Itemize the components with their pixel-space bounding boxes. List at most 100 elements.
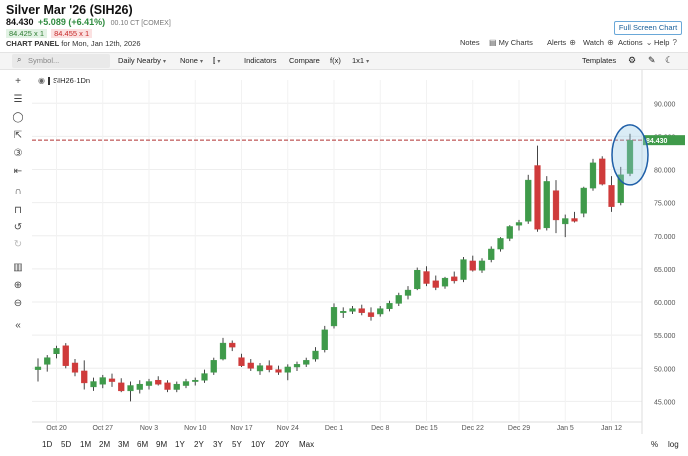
- quote-meta: 00.10 CT [COMEX]: [110, 20, 171, 27]
- candle-body: [53, 348, 60, 354]
- series-color-swatch: [47, 77, 50, 86]
- range-5y[interactable]: 5Y: [232, 440, 242, 449]
- trash-icon[interactable]: ▥: [13, 262, 23, 273]
- lock-icon[interactable]: ⊓: [14, 205, 22, 216]
- x-tick-label: Jan 12: [601, 425, 622, 432]
- candle-body: [386, 303, 393, 309]
- help-circle-icon: ?: [672, 38, 677, 47]
- drawing-pen-icon[interactable]: ✎: [648, 55, 656, 65]
- actions-menu[interactable]: Actions ⌄: [618, 38, 652, 47]
- chevron-down-icon: ▾: [199, 59, 203, 65]
- x-tick-label: Dec 8: [371, 425, 389, 432]
- alerts-link[interactable]: Alerts ⊕: [547, 38, 576, 47]
- range-3y[interactable]: 3Y: [213, 440, 223, 449]
- range-1y[interactable]: 1Y: [175, 440, 185, 449]
- notes-link[interactable]: Notes: [460, 38, 480, 47]
- y-tick-label: 60.000: [654, 300, 676, 307]
- candle-body: [451, 276, 458, 282]
- alerts-label: Alerts: [547, 38, 567, 47]
- candle-body: [293, 364, 301, 368]
- eye-icon[interactable]: ◉: [38, 76, 45, 85]
- overlay-dropdown[interactable]: None ▾: [180, 56, 203, 65]
- fibonacci-icon[interactable]: ③: [13, 148, 23, 159]
- range-20y[interactable]: 20Y: [275, 440, 290, 449]
- layout-dropdown[interactable]: 1x1 ▾: [352, 56, 369, 65]
- symbol-search-input[interactable]: ⌕ Symbol...: [12, 54, 110, 68]
- arrow-icon[interactable]: ⇱: [13, 130, 23, 141]
- zoom-out-icon[interactable]: ⊖: [13, 298, 23, 309]
- candle-body: [108, 378, 116, 382]
- range-max[interactable]: Max: [299, 440, 315, 449]
- layout-label: 1x1: [352, 56, 365, 65]
- redo-icon[interactable]: ↻: [13, 239, 23, 250]
- candle-body: [599, 158, 606, 185]
- panel-date: for Mon, Jan 12th, 2026: [61, 39, 141, 48]
- style-dropdown[interactable]: ⫿ ▾: [213, 56, 220, 66]
- y-tick-label: 50.000: [654, 366, 676, 373]
- range-10y[interactable]: 10Y: [251, 440, 266, 449]
- zoom-in-icon[interactable]: ⊕: [13, 280, 23, 291]
- range-3m[interactable]: 3M: [118, 440, 130, 449]
- function-button[interactable]: f(x): [330, 56, 341, 65]
- indicators-button[interactable]: Indicators: [244, 56, 277, 65]
- candle-body: [90, 381, 97, 388]
- candle-body: [534, 165, 541, 230]
- last-price: 84.430: [6, 17, 34, 27]
- log-toggle[interactable]: log: [668, 440, 679, 449]
- collapse-icon[interactable]: «: [15, 320, 21, 331]
- candle-body: [284, 366, 291, 373]
- undo-icon[interactable]: ↺: [13, 222, 23, 233]
- chevron-down-icon: ▾: [217, 59, 221, 65]
- my-charts-link[interactable]: ▤ My Charts: [488, 38, 533, 47]
- candle-body: [423, 271, 430, 284]
- instrument-title: Silver Mar '26 (SIH26): [6, 3, 133, 17]
- actions-label: Actions: [618, 38, 643, 47]
- x-tick-label: Dec 1: [325, 425, 343, 432]
- crosshair-icon[interactable]: +: [15, 76, 21, 87]
- range-1d[interactable]: 1D: [42, 440, 53, 449]
- range-9m[interactable]: 9M: [156, 440, 168, 449]
- range-2y[interactable]: 2Y: [194, 440, 204, 449]
- text-icon[interactable]: ☰: [13, 94, 23, 105]
- pitchfork-icon[interactable]: ⇤: [13, 166, 23, 177]
- candle-body: [81, 370, 88, 384]
- candle-body: [617, 174, 624, 203]
- range-5d[interactable]: 5D: [61, 440, 72, 449]
- candle-body: [432, 280, 439, 288]
- candle-body: [608, 185, 615, 207]
- range-6m[interactable]: 6M: [137, 440, 149, 449]
- magnet-icon[interactable]: ∩: [14, 186, 22, 197]
- help-link[interactable]: Help ?: [654, 38, 677, 47]
- y-tick-label: 80.000: [654, 168, 676, 175]
- gear-icon[interactable]: ⚙: [628, 55, 637, 65]
- x-tick-label: Nov 10: [184, 425, 206, 432]
- compare-button[interactable]: Compare: [289, 56, 320, 65]
- my-charts-label: My Charts: [498, 38, 533, 47]
- candle-body: [136, 383, 143, 390]
- candle-body: [34, 366, 42, 370]
- last-price-tag: [643, 135, 685, 146]
- candle-body: [321, 329, 328, 350]
- circle-icon[interactable]: ◯: [12, 112, 24, 123]
- legend-interval: 1Dn: [76, 76, 91, 85]
- candle-body: [571, 218, 578, 222]
- candle-body: [155, 379, 162, 385]
- theme-moon-icon[interactable]: ☾: [665, 55, 674, 65]
- price-summary: 84.430 +5.089 (+6.41%) 00.10 CT [COMEX]: [6, 17, 171, 27]
- candle-body: [580, 187, 587, 214]
- percent-toggle[interactable]: %: [651, 440, 659, 449]
- templates-button[interactable]: Templates: [582, 56, 617, 65]
- range-1m[interactable]: 1M: [80, 440, 92, 449]
- panel-title: CHART PANEL: [6, 39, 60, 48]
- candle-body: [256, 365, 264, 372]
- candle-body: [460, 259, 467, 280]
- range-2m[interactable]: 2M: [99, 440, 111, 449]
- notes-label: Notes: [460, 38, 480, 47]
- full-screen-chart-button[interactable]: Full Screen Chart: [614, 21, 682, 35]
- aggregation-label: Daily Nearby: [118, 56, 161, 65]
- chart-legend: ◉ SIH26·1Dn: [38, 76, 91, 86]
- candle-body: [330, 307, 338, 327]
- watch-link[interactable]: Watch ⊕: [583, 38, 614, 47]
- aggregation-dropdown[interactable]: Daily Nearby ▾: [118, 56, 166, 65]
